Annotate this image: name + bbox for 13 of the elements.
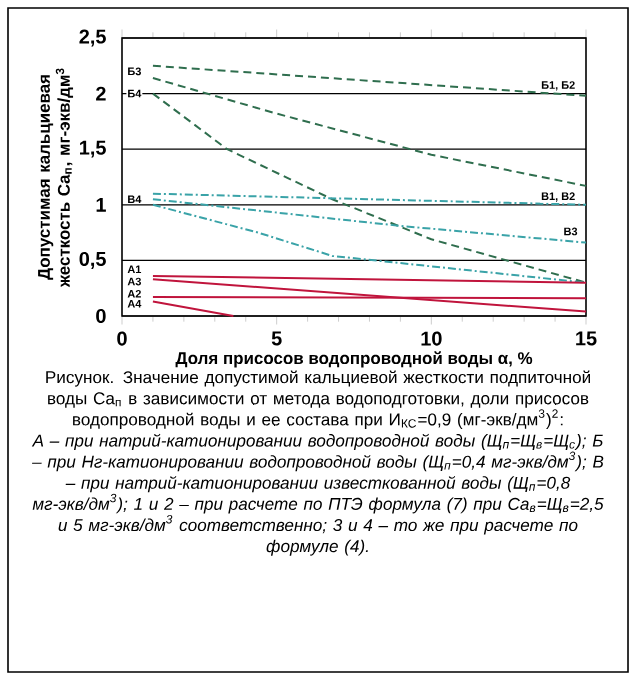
y-tick-label: 1 <box>96 197 106 212</box>
y-tick-label: 0,5 <box>79 251 106 269</box>
y-tick-label: 2 <box>96 86 106 101</box>
x-axis-title: Доля присосов водопроводной воды α, % <box>175 351 533 368</box>
x-tick-label: 5 <box>271 331 282 346</box>
text: Рисунок. Значение допустимой кальциевой жесткости подпиточной воды Ca$_{п}$ в зависимости от метода водоподготовки, доли присосов водопроводной воды и ее состава при И$_{КС}$=0,9 (мг-экв/дм$^{3}$)$^{2}$: <box>46 370 590 429</box>
y-tick-label: 1,5 <box>80 140 106 158</box>
text: А – при натрий-катионировании водопроводной воды (Щ$_{п}$=Щ$_{в}$=Щ$_{с}$); Б – при Нг-катионировании водопроводной воды (Щ$_{п}$=0,4 мг-экв/дм$^{3}$); В – при натрий-катионировании известкованной воды (Щ$_{п}$=0,8 мг-экв/дм$^{3}$); 1 и 2 – при расчете по ПТЭ формула (7) при Ca$_{в}$=Щ$_{в}$=2,5 и 5 мг-экв/дм$^{3}$ соответственно; 3 и 4 – то же при расчете по формуле (4). <box>31 433 604 556</box>
y-tick-label: 0 <box>96 308 106 324</box>
x-tick-label: 0 <box>117 331 127 346</box>
x-tick-label: 15 <box>576 331 597 346</box>
x-tick-label: 10 <box>421 331 442 346</box>
y-tick-label: 2,5 <box>79 29 106 47</box>
